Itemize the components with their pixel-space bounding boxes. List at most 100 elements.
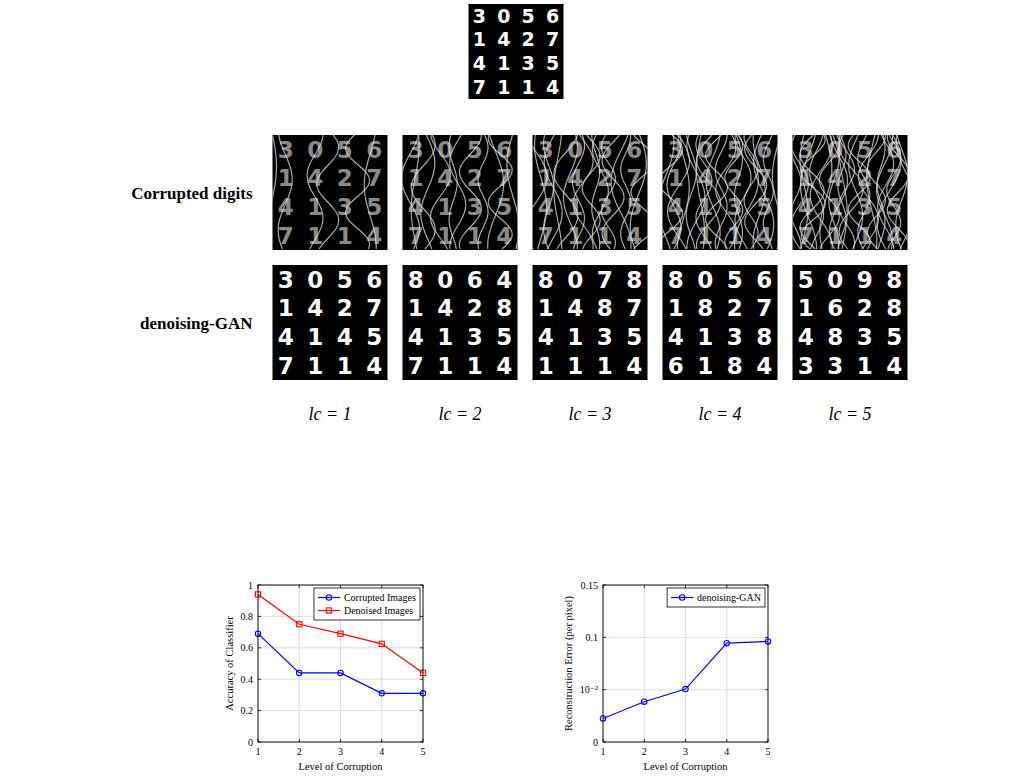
marker: [326, 608, 331, 613]
marker: [679, 595, 684, 600]
digit-row: 4138: [668, 324, 773, 350]
noise-stroke: [278, 135, 292, 249]
noise-stroke: [403, 135, 420, 249]
noise-stroke: [459, 135, 481, 249]
digit-row: 4135: [278, 194, 383, 220]
noise-stroke: [317, 135, 339, 249]
denoised-image: 8064142841357114: [403, 265, 518, 380]
tick: [644, 739, 645, 742]
corrupted-image: 3056142741357114: [525, 135, 655, 250]
noise-stroke: [810, 135, 824, 249]
digit-row: 3056: [408, 137, 513, 163]
tick-label: 5: [766, 746, 771, 757]
image-background: [273, 265, 388, 380]
corrupted-image: 3056142741357114: [790, 135, 916, 250]
noise-stroke: [753, 135, 765, 249]
row-label: denoising-GAN: [140, 314, 253, 333]
tick: [420, 679, 423, 680]
noise-stroke: [867, 135, 877, 249]
tick-label: 0: [593, 737, 598, 748]
tick: [258, 647, 261, 648]
noise-stroke: [411, 135, 435, 249]
image-background: [403, 135, 518, 250]
tick-label: 4: [724, 746, 729, 757]
tick-label: 1: [601, 746, 606, 757]
legend: denoising-GAN: [667, 588, 765, 607]
digit-row: 4135: [538, 324, 643, 350]
plot-data: [600, 639, 770, 721]
digit-row: 3314: [798, 353, 903, 379]
tick-label: 0.15: [581, 580, 599, 591]
corruption: 3056142741357114: [793, 135, 908, 249]
tick: [381, 739, 382, 742]
legend-label: Denoised Images: [344, 605, 413, 616]
noise-stroke: [421, 135, 435, 249]
tick-label: 2: [297, 746, 302, 757]
noise-stroke: [706, 135, 728, 249]
noise-stroke: [716, 135, 736, 249]
noise-stroke: [838, 135, 846, 249]
digit-row: 8056: [668, 267, 773, 293]
column-label: lc = 1: [308, 404, 351, 424]
tick: [258, 616, 261, 617]
noise-stroke: [450, 135, 466, 249]
noise-stroke: [668, 135, 690, 249]
image-background: [533, 135, 648, 250]
corruption: 3056142741357114: [273, 135, 383, 249]
digit-row: 7114: [473, 76, 559, 98]
legend-label: Corrupted Images: [344, 592, 416, 603]
noise-stroke: [631, 135, 648, 249]
noise-stroke: [877, 135, 893, 249]
digit-row: 7114: [798, 223, 903, 249]
tick-label: 1: [248, 580, 253, 591]
digit-row: 3056: [278, 137, 383, 163]
tick: [420, 710, 423, 711]
tick-label: 1: [256, 746, 261, 757]
noise-stroke: [848, 135, 870, 249]
tick: [258, 710, 261, 711]
digit-row: 3056: [473, 5, 559, 27]
noise-stroke: [801, 135, 817, 249]
denoised-image: 5098162848353314: [793, 265, 908, 380]
digit-row: 3056: [278, 267, 383, 293]
image-background: [793, 265, 908, 380]
tick-label: 4: [379, 746, 384, 757]
tick: [603, 637, 606, 638]
noise-stroke: [800, 135, 824, 249]
digit-row: 1114: [538, 353, 643, 379]
noise-stroke: [686, 135, 696, 249]
tick-label: 0.8: [241, 611, 254, 622]
tick: [420, 616, 423, 617]
digit-row: 8064: [408, 267, 513, 293]
legend-box: [314, 588, 420, 620]
noise-stroke: [273, 135, 277, 249]
axis-title: Reconstruction Error (per pixel): [563, 596, 575, 731]
digit-row: 1427: [473, 28, 559, 50]
marker: [297, 670, 302, 675]
image-background: [469, 4, 564, 99]
denoised-image: 8078148741351114: [533, 265, 648, 380]
noise-stroke: [544, 135, 562, 249]
noise-stroke: [630, 135, 646, 249]
noise-stroke: [793, 135, 801, 249]
tick: [381, 585, 382, 588]
noise-stroke: [346, 135, 370, 249]
legend-line: [671, 597, 693, 598]
axis-title: Accuracy of Classifier: [224, 616, 235, 711]
tick-label: 0.6: [241, 642, 254, 653]
noise-stroke: [364, 135, 376, 249]
tick: [420, 647, 423, 648]
series-line: [603, 641, 768, 718]
tick: [603, 689, 606, 690]
tick: [644, 585, 645, 588]
tick-label: 0.2: [241, 705, 254, 716]
legend-line: [318, 597, 340, 598]
corruption: 3056142741357114: [663, 135, 778, 249]
digit-row: 7114: [278, 353, 383, 379]
column-label: lc = 3: [568, 404, 611, 424]
tick: [685, 585, 686, 588]
digit-row: 6184: [668, 353, 773, 379]
marker: [379, 691, 384, 696]
digit-row: 1487: [538, 295, 643, 321]
noise-stroke: [819, 135, 839, 249]
